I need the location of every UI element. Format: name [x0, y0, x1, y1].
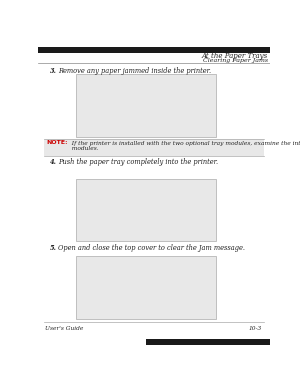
Text: At the Paper Trays: At the Paper Trays — [201, 52, 268, 60]
Text: NOTE:: NOTE: — [47, 140, 68, 146]
Bar — [38, 47, 270, 53]
Text: Remove any paper jammed inside the printer.: Remove any paper jammed inside the print… — [58, 68, 211, 75]
Text: 4.: 4. — [50, 158, 57, 166]
Text: If the printer is installed with the two optional tray modules, examine the inte: If the printer is installed with the two… — [68, 140, 300, 151]
Text: 10-3: 10-3 — [249, 326, 262, 331]
Bar — [44, 139, 264, 156]
Text: Clearing Paper Jams: Clearing Paper Jams — [202, 58, 268, 63]
Text: Push the paper tray completely into the printer.: Push the paper tray completely into the … — [58, 158, 218, 166]
Text: Open and close the top cover to clear the Jam message.: Open and close the top cover to clear th… — [58, 244, 245, 252]
Bar — [146, 339, 270, 345]
Text: 5.: 5. — [50, 244, 57, 252]
Bar — [76, 256, 216, 319]
Text: User's Guide: User's Guide — [45, 326, 84, 331]
Text: 3.: 3. — [50, 68, 57, 75]
Bar — [76, 73, 216, 137]
Bar — [76, 179, 216, 241]
